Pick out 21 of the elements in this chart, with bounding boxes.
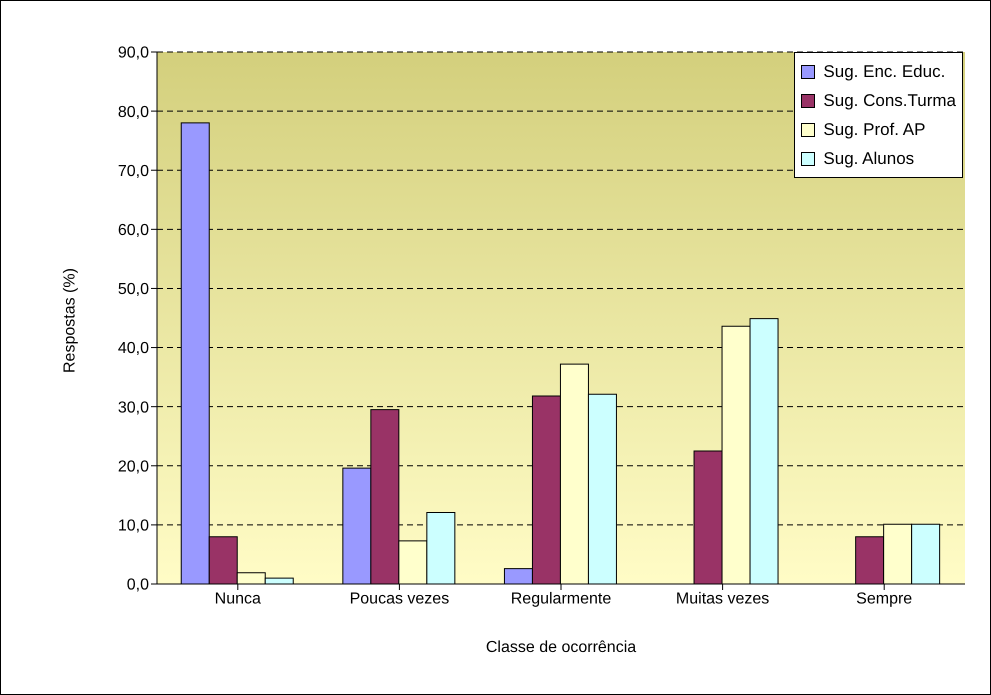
x-tick-label: Poucas vezes (350, 590, 450, 608)
y-tick-label: 0,0 (126, 576, 150, 594)
y-tick-label: 60,0 (118, 222, 150, 240)
y-tick-label: 70,0 (118, 162, 150, 180)
y-tick-label: 80,0 (118, 104, 150, 121)
legend-label: Sug. Prof. AP (823, 119, 926, 141)
y-tick-label: 50,0 (118, 281, 150, 298)
x-tick-label: Nunca (214, 590, 262, 608)
y-tick-label: 40,0 (118, 340, 150, 358)
legend-label: Sug. Alunos (823, 148, 914, 170)
y-tick-label: 30,0 (118, 399, 150, 416)
y-axis-title: Respostas (%) (62, 268, 79, 373)
legend-label: Sug. Cons.Turma (823, 90, 956, 112)
y-tick-label: 10,0 (118, 518, 150, 535)
y-tick-label: 90,0 (118, 44, 150, 62)
y-tick-label: 20,0 (118, 458, 150, 476)
legend-label: Sug. Enc. Educ. (823, 61, 946, 83)
x-axis-title: Classe de ocorrência (486, 639, 636, 656)
x-tick-label: Regularmente (510, 590, 612, 608)
x-tick-label: Muitas vezes (676, 590, 770, 608)
x-tick-label: Sempre (856, 590, 912, 608)
